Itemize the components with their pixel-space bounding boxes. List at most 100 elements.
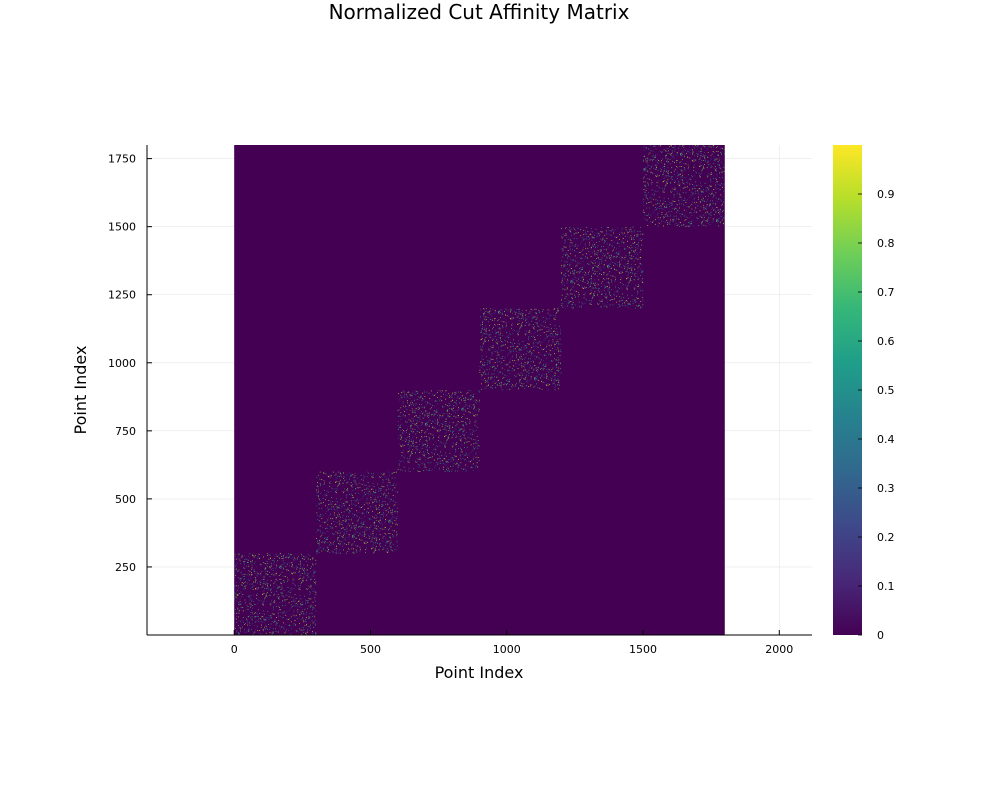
affinity-cell (497, 332, 498, 333)
affinity-cell (388, 488, 389, 489)
affinity-cell (393, 485, 394, 486)
affinity-cell (472, 436, 473, 437)
affinity-cell (443, 469, 444, 470)
affinity-cell (456, 444, 457, 445)
affinity-cell (486, 308, 487, 309)
affinity-cell (283, 556, 284, 557)
affinity-cell (508, 316, 509, 317)
affinity-cell (611, 258, 612, 259)
affinity-cell (278, 598, 279, 599)
affinity-cell (266, 594, 267, 595)
affinity-cell (595, 247, 596, 248)
affinity-cell (325, 550, 326, 551)
affinity-cell (484, 378, 485, 379)
affinity-cell (424, 467, 425, 468)
affinity-cell (567, 262, 568, 263)
affinity-cell (307, 632, 308, 633)
affinity-cell (376, 526, 377, 527)
affinity-cell (559, 360, 560, 361)
affinity-cell (267, 588, 268, 589)
affinity-cell (250, 617, 251, 618)
affinity-cell (252, 554, 253, 555)
affinity-cell (379, 476, 380, 477)
affinity-cell (398, 401, 399, 402)
affinity-cell (429, 434, 430, 435)
affinity-cell (275, 594, 276, 595)
affinity-cell (570, 253, 571, 254)
affinity-cell (592, 232, 593, 233)
affinity-cell (276, 622, 277, 623)
affinity-cell (296, 566, 297, 567)
affinity-cell (638, 231, 639, 232)
affinity-cell (501, 385, 502, 386)
affinity-cell (637, 298, 638, 299)
affinity-cell (398, 429, 399, 430)
affinity-cell (276, 631, 277, 632)
affinity-cell (566, 234, 567, 235)
affinity-cell (562, 238, 563, 239)
affinity-cell (347, 510, 348, 511)
affinity-cell (561, 305, 562, 306)
affinity-cell (566, 270, 567, 271)
affinity-cell (269, 629, 270, 630)
affinity-cell (628, 232, 629, 233)
affinity-cell (486, 356, 487, 357)
affinity-cell (550, 315, 551, 316)
affinity-cell (465, 400, 466, 401)
affinity-cell (415, 410, 416, 411)
affinity-cell (288, 579, 289, 580)
affinity-cell (254, 563, 255, 564)
affinity-cell (335, 491, 336, 492)
affinity-cell (538, 347, 539, 348)
affinity-cell (396, 535, 397, 536)
affinity-cell (382, 518, 383, 519)
affinity-cell (332, 551, 333, 552)
affinity-cell (241, 610, 242, 611)
affinity-cell (243, 561, 244, 562)
affinity-cell (567, 279, 568, 280)
affinity-cell (572, 259, 573, 260)
affinity-cell (488, 388, 489, 389)
affinity-cell (606, 232, 607, 233)
affinity-cell (362, 513, 363, 514)
affinity-cell (440, 391, 441, 392)
affinity-cell (274, 621, 275, 622)
affinity-cell (348, 509, 349, 510)
affinity-cell (561, 260, 562, 261)
affinity-cell (456, 437, 457, 438)
affinity-cell (413, 443, 414, 444)
affinity-cell (302, 602, 303, 603)
affinity-cell (451, 414, 452, 415)
affinity-cell (415, 394, 416, 395)
affinity-cell (239, 559, 240, 560)
affinity-cell (406, 397, 407, 398)
affinity-cell (387, 487, 388, 488)
affinity-cell (571, 235, 572, 236)
affinity-cell (488, 379, 489, 380)
affinity-cell (336, 545, 337, 546)
affinity-cell (309, 630, 310, 631)
affinity-cell (539, 320, 540, 321)
affinity-cell (422, 446, 423, 447)
affinity-cell (318, 540, 319, 541)
affinity-cell (544, 326, 545, 327)
heatmap-cells (234, 145, 725, 635)
affinity-cell (549, 345, 550, 346)
affinity-cell (247, 625, 248, 626)
affinity-cell (296, 631, 297, 632)
affinity-cell (619, 266, 620, 267)
affinity-cell (417, 420, 418, 421)
affinity-cell (521, 347, 522, 348)
affinity-cell (263, 591, 264, 592)
affinity-cell (255, 580, 256, 581)
affinity-cell (570, 250, 571, 251)
affinity-cell (279, 626, 280, 627)
affinity-cell (489, 313, 490, 314)
affinity-cell (441, 400, 442, 401)
affinity-cell (263, 622, 264, 623)
affinity-cell (293, 601, 294, 602)
affinity-cell (253, 556, 254, 557)
affinity-cell (339, 484, 340, 485)
affinity-cell (331, 544, 332, 545)
affinity-cell (619, 234, 620, 235)
